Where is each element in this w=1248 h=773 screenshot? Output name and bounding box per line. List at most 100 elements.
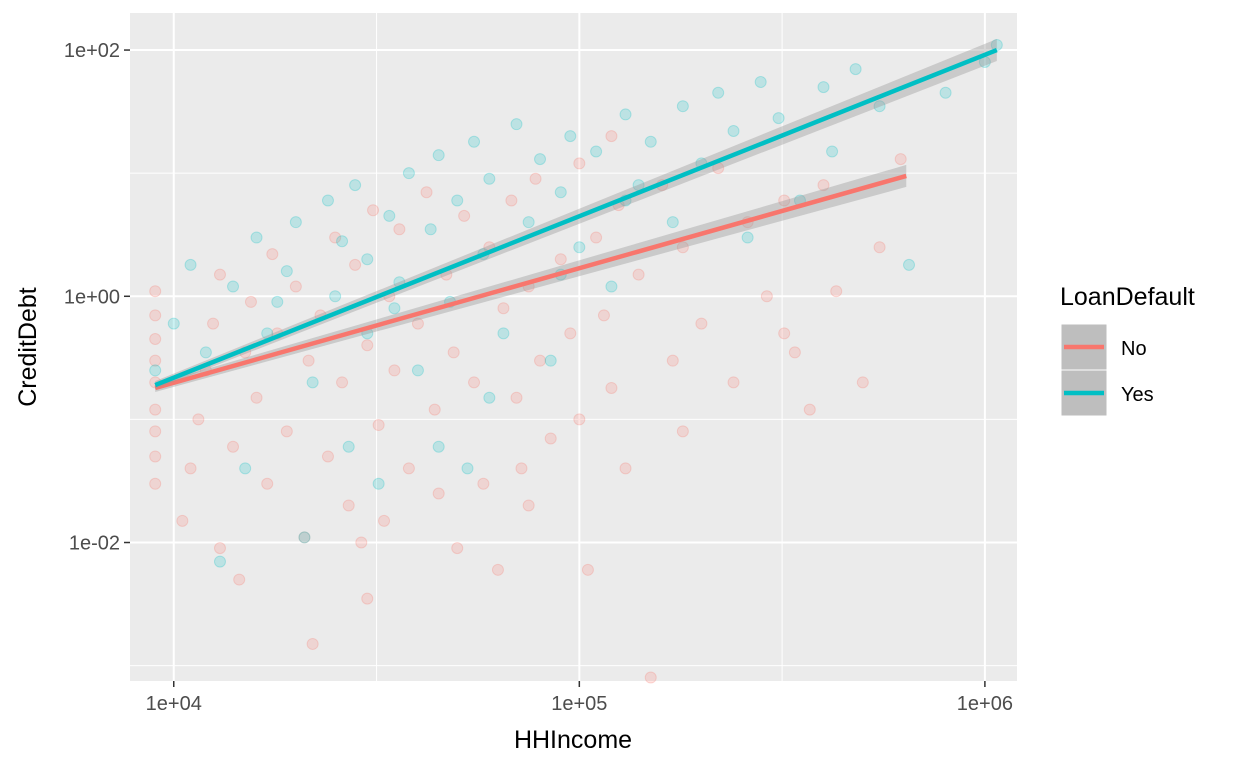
point-no (149, 425, 162, 438)
fit-line-no (154, 173, 907, 391)
point-yes (329, 290, 342, 303)
point-no (676, 241, 689, 254)
point-no (817, 179, 830, 192)
point-yes (510, 118, 523, 131)
point-no (306, 637, 319, 650)
point-no (233, 573, 246, 586)
point-no (302, 354, 315, 367)
point-yes (280, 265, 293, 278)
legend-entries: No Yes (1060, 323, 1154, 417)
point-yes (213, 555, 226, 568)
point-no (250, 391, 263, 404)
point-yes (534, 153, 547, 166)
point-no (778, 327, 791, 340)
point-no (760, 290, 773, 303)
x-tick-label: 1e+05 (551, 693, 607, 715)
point-no (573, 413, 586, 426)
point-yes (199, 346, 212, 359)
point-yes (826, 145, 839, 158)
point-no (644, 671, 657, 684)
point-yes (424, 223, 437, 236)
point-no (192, 413, 205, 426)
point-yes (605, 280, 618, 293)
point-no (803, 403, 816, 416)
point-no (873, 241, 886, 254)
point-yes (342, 440, 355, 453)
point-yes (522, 216, 535, 229)
point-yes (250, 231, 263, 244)
point-no (505, 194, 518, 207)
point-yes (184, 258, 197, 271)
point-yes (727, 125, 740, 138)
point-no (355, 536, 368, 549)
point-no (149, 450, 162, 463)
y-axis: 1e-02 1e+00 1e+02 (64, 40, 130, 555)
point-no (227, 440, 240, 453)
point-yes (298, 531, 311, 544)
point-yes (939, 86, 952, 99)
point-no (573, 157, 586, 170)
point-no (564, 327, 577, 340)
grid-lines (130, 13, 1017, 681)
point-no (510, 391, 523, 404)
point-yes (383, 209, 396, 222)
point-no (432, 487, 445, 500)
point-yes (483, 391, 496, 404)
point-yes (564, 130, 577, 143)
point-no (336, 376, 349, 389)
point-no (342, 499, 355, 512)
point-no (378, 514, 391, 527)
point-yes (388, 302, 401, 315)
point-no (554, 253, 567, 266)
point-yes (497, 327, 510, 340)
y-tick-label: 1e+00 (64, 286, 120, 308)
x-axis-title: HHIncome (514, 726, 632, 754)
point-no (830, 285, 843, 298)
point-no (605, 381, 618, 394)
point-no (788, 346, 801, 359)
point-yes (483, 172, 496, 185)
point-no (420, 186, 433, 199)
x-axis: 1e+04 1e+05 1e+06 (146, 681, 1013, 715)
point-no (727, 376, 740, 389)
point-no (289, 280, 302, 293)
point-no (856, 376, 869, 389)
point-no (329, 231, 342, 244)
point-no (522, 499, 535, 512)
point-yes (468, 135, 481, 148)
point-no (367, 204, 380, 217)
point-no (468, 376, 481, 389)
point-yes (849, 63, 862, 76)
point-yes (361, 253, 374, 266)
point-yes (372, 477, 385, 490)
point-no (321, 450, 334, 463)
point-no (149, 403, 162, 416)
y-tick-label: 1e+02 (64, 40, 120, 62)
point-yes (554, 186, 567, 199)
point-no (349, 258, 362, 271)
legend-title: LoanDefault (1060, 283, 1195, 311)
point-no (411, 317, 424, 330)
point-no (149, 332, 162, 345)
point-no (149, 477, 162, 490)
point-yes (676, 100, 689, 113)
point-no (515, 462, 528, 475)
point-yes (321, 194, 334, 207)
y-axis-title: CreditDebt (14, 287, 42, 407)
point-no (428, 403, 441, 416)
point-no (184, 462, 197, 475)
point-yes (451, 194, 464, 207)
point-no (244, 295, 257, 308)
point-no (280, 425, 293, 438)
point-no (361, 339, 374, 352)
point-yes (271, 295, 284, 308)
point-yes (432, 440, 445, 453)
y-tick-label: 1e-02 (69, 533, 120, 555)
point-no (619, 462, 632, 475)
point-no (266, 248, 279, 261)
point-no (213, 268, 226, 281)
point-yes (590, 145, 603, 158)
point-yes (349, 179, 362, 192)
point-yes (306, 376, 319, 389)
